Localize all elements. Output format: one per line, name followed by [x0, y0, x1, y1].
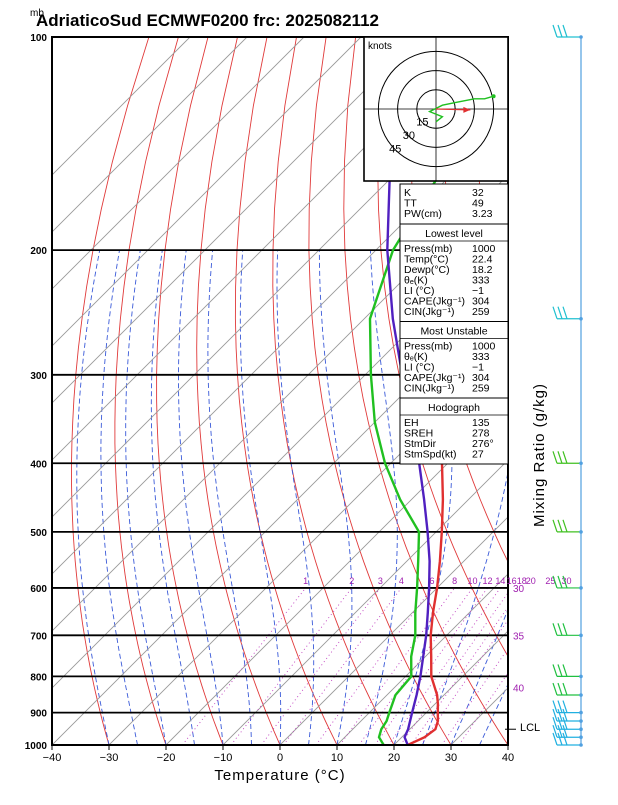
mixing-ratio-label: 6 — [430, 576, 435, 586]
pressure-tick-label: 300 — [30, 371, 47, 382]
chart-title: AdriaticoSud ECMWF0200 frc: 2025082112 — [36, 11, 379, 30]
x-tick-label: −30 — [100, 752, 119, 764]
x-tick-label: −40 — [43, 752, 62, 764]
stats-value: 259 — [472, 383, 490, 395]
stats-value: 27 — [472, 449, 484, 461]
wind-barb-dot — [579, 711, 583, 715]
x-tick-label: −20 — [157, 752, 176, 764]
wind-barb-dot — [579, 727, 583, 731]
x-tick-label: −10 — [214, 752, 233, 764]
wind-barb-dot — [579, 35, 583, 39]
stats-value: 3.23 — [472, 208, 493, 220]
mixing-ratio-label: 3 — [378, 576, 383, 586]
mixing-ratio-label: 10 — [468, 576, 478, 586]
mixing-ratio-label: 20 — [526, 576, 536, 586]
hodograph-units-label: knots — [368, 41, 392, 52]
x-axis-label: Temperature (°C) — [214, 767, 345, 784]
x-tick-label: 30 — [445, 752, 457, 764]
wind-barb-dot — [579, 719, 583, 723]
theta-e-label: 35 — [513, 631, 525, 642]
x-tick-label: 40 — [502, 752, 514, 764]
stats-heading: Most Unstable — [420, 326, 487, 338]
pressure-tick-label: 1000 — [25, 741, 48, 752]
wind-barb-dot — [579, 461, 583, 465]
wind-barb-dot — [579, 634, 583, 638]
wind-barb-dot — [579, 693, 583, 697]
mixing-ratio-label: 14 — [495, 576, 505, 586]
wind-barb-dot — [579, 675, 583, 679]
x-tick-label: 0 — [277, 752, 283, 764]
stats-label: StmSpd(kt) — [404, 449, 457, 461]
hodograph-ring-label: 30 — [403, 130, 415, 142]
pressure-tick-label: 600 — [30, 584, 47, 595]
wind-barb-dot — [579, 735, 583, 739]
pressure-tick-label: 800 — [30, 672, 47, 683]
hodograph-ring-label: 45 — [389, 144, 401, 156]
stats-label: CIN(Jkg⁻¹) — [404, 306, 454, 318]
stats-label: CIN(Jkg⁻¹) — [404, 383, 454, 395]
mixing-ratio-label: 1 — [303, 576, 308, 586]
mixing-ratio-label: 12 — [482, 576, 492, 586]
mixing-ratio-label: 8 — [452, 576, 457, 586]
wind-barb-dot — [579, 317, 583, 321]
pressure-tick-label: 700 — [30, 631, 47, 642]
wind-barb-dot — [579, 743, 583, 747]
pressure-tick-label: 900 — [30, 709, 47, 720]
stats-value: 259 — [472, 306, 490, 318]
stats-heading: Lowest level — [425, 228, 483, 240]
wind-barb-dot — [579, 586, 583, 590]
hodograph-endpoint — [492, 94, 496, 98]
lcl-label: LCL — [520, 722, 540, 734]
mixing-ratio-label: 2 — [349, 576, 354, 586]
stats-heading: Hodograph — [428, 402, 480, 414]
x-tick-label: 10 — [331, 752, 343, 764]
pressure-tick-label: 200 — [30, 246, 47, 257]
pressure-tick-label: 500 — [30, 528, 47, 539]
pressure-unit-label: mb — [30, 8, 44, 19]
x-tick-label: 20 — [388, 752, 400, 764]
theta-e-label: 30 — [513, 584, 525, 595]
hodograph-ring-label: 15 — [416, 117, 428, 129]
pressure-tick-label: 400 — [30, 459, 47, 470]
stats-label: PW(cm) — [404, 208, 442, 220]
pressure-tick-label: 100 — [30, 33, 47, 44]
mixing-ratio-axis-label: Mixing Ratio (g/kg) — [531, 383, 548, 527]
mixing-ratio-label: 4 — [399, 576, 404, 586]
theta-e-label: 40 — [513, 684, 525, 695]
wind-barb-dot — [579, 530, 583, 534]
